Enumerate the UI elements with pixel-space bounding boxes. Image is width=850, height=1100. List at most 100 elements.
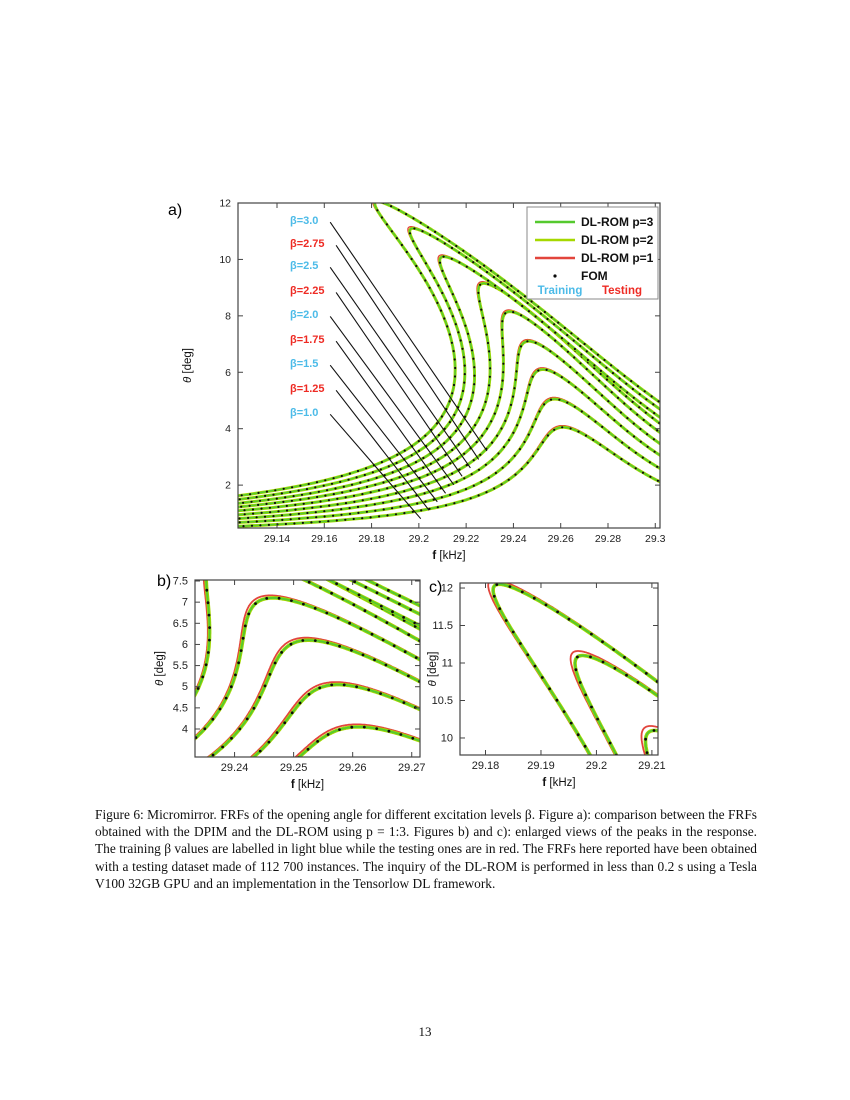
y-axis-label: θ [deg]: [182, 348, 194, 383]
dl-rom-p2-curve-beta-3: [238, 203, 660, 498]
x-tick-label: 29.24: [500, 533, 526, 545]
legend-entry-label: DL-ROM p=2: [581, 233, 654, 247]
dl-rom-p3-curve-beta-2: [238, 310, 660, 512]
legend-entry-label: DL-ROM p=3: [581, 215, 654, 229]
y-axis-label: θ [deg]: [154, 651, 166, 686]
dl-rom-p1-curve-beta-3: [238, 203, 660, 497]
dl-rom-p3-curve-beta-2: [0, 877, 850, 1100]
fom-sample-dots: [243, 340, 660, 516]
fom-sample-dots: [211, 639, 420, 757]
dl-rom-p2-curve-beta-1.25: [238, 397, 660, 525]
x-tick-label: 29.24: [221, 762, 249, 774]
dl-rom-p3-curve-beta-1.25: [238, 398, 660, 524]
beta-annotation-line: [329, 316, 455, 486]
figure-caption: Figure 6: Micromirror. FRFs of the openi…: [95, 807, 757, 891]
dl-rom-p1-curve-beta-2.75: [569, 650, 658, 755]
dl-rom-p2-curve-beta-2: [0, 877, 850, 1100]
x-tick-label: 29.22: [453, 533, 479, 545]
x-tick-label: 29.25: [280, 762, 308, 774]
y-tick-label: 5.5: [173, 660, 188, 672]
fom-sample-dots: [242, 255, 656, 504]
dl-rom-p3-curve-beta-2.5: [238, 255, 660, 505]
fom-sample-dots: [195, 596, 418, 739]
fom-sample-dots: [243, 311, 659, 512]
beta-annotation-line: [329, 364, 438, 503]
y-tick-label: 4.5: [173, 702, 188, 714]
dl-rom-p3-curve-beta-3: [492, 583, 658, 755]
x-tick-label: 29.26: [339, 762, 367, 774]
beta-label-training: β=1.5: [290, 358, 318, 370]
x-tick-label: 29.21: [638, 760, 666, 772]
x-tick-label: 29.14: [264, 533, 290, 545]
dl-rom-p1-curve-beta-2.5: [640, 725, 658, 755]
dl-rom-p3-curve-beta-2.75: [574, 654, 658, 755]
axes-box: [194, 579, 421, 758]
beta-label-training: β=2.0: [290, 309, 318, 321]
beta-annotation-line: [335, 340, 447, 494]
legend-entry-label: DL-ROM p=1: [581, 251, 654, 265]
frf-curves: [238, 203, 660, 528]
beta-annotation-line: [335, 245, 480, 460]
fom-sample-dots: [258, 683, 417, 753]
page-number: 13: [418, 1024, 432, 1039]
y-tick-label: 11.5: [432, 620, 453, 632]
x-tick-label: 29.18: [358, 533, 384, 545]
y-tick-label: 2: [225, 480, 231, 492]
x-tick-label: 29.28: [595, 533, 621, 545]
fom-sample-dots: [238, 227, 660, 501]
legend-testing-label: Testing: [602, 285, 642, 297]
axes-box: [237, 202, 661, 529]
y-tick-label: 12: [219, 198, 231, 210]
x-axis-label: f [kHz]: [291, 779, 324, 791]
dl-rom-p1-curve-beta-1.25: [249, 681, 420, 757]
dl-rom-p2-curve-beta-2: [238, 310, 660, 513]
beta-annotation-line: [329, 413, 422, 520]
beta-annotation-line: [335, 389, 430, 511]
beta-label-training: β=1.0: [290, 407, 318, 419]
beta-annotation-line: [329, 221, 488, 452]
dl-rom-p3-curve-beta-2.25: [238, 282, 660, 508]
fom-sample-dots: [196, 580, 420, 690]
frf-plot-zoom-low-peaks: 29.24 29.25 29.26 29.27 4 4.5 5 5.5 6 6.5 7 7.5 f [k…: [154, 576, 425, 791]
y-tick-label: 6: [225, 367, 231, 379]
fom-sample-dots: [240, 203, 660, 497]
dl-rom-p2-curve-beta-2.5: [238, 255, 660, 505]
y-tick-label: 7.5: [173, 576, 188, 588]
beta-label-testing: β=1.75: [290, 334, 325, 346]
beta-label-testing: β=2.75: [290, 238, 325, 250]
axes-box: [459, 582, 659, 756]
beta-annotation-line: [329, 267, 471, 469]
y-tick-label: 11: [442, 658, 453, 670]
fom-sample-dots: [335, 582, 417, 625]
fom-sample-dots: [297, 725, 415, 757]
dl-rom-p2-curve-beta-2.5: [643, 728, 658, 755]
beta-label-training: β=3.0: [290, 215, 318, 227]
dl-rom-p3-curve-beta-1: [297, 725, 420, 757]
dl-rom-p2-curve-beta-1.5: [0, 1030, 850, 1100]
beta-label-testing: β=2.25: [290, 285, 325, 297]
legend: DL-ROM p=3 DL-ROM p=2 DL-ROM p=1 FOM Trainin…: [526, 206, 659, 300]
fom-sample-dots: [574, 655, 651, 755]
y-tick-label: 12: [441, 583, 453, 595]
panel-label-b: b): [157, 573, 171, 590]
x-tick-label: 29.2: [586, 760, 607, 772]
y-tick-label: 5: [182, 681, 188, 693]
beta-label-training: β=2.5: [290, 260, 318, 272]
fom-sample-dots: [242, 426, 660, 528]
fom-sample-dots: [353, 580, 412, 611]
y-tick-label: 8: [225, 310, 231, 322]
y-axis-label: θ [deg]: [427, 651, 439, 686]
legend-training-label: Training: [538, 285, 583, 297]
frf-plot-zoom-high-peaks: 29.18 29.19 29.2 29.21 10 10.5 11 11.5 12 f [kHz]…: [0, 582, 850, 1100]
x-tick-label: 29.16: [311, 533, 337, 545]
beta-label-testing: β=1.25: [290, 383, 325, 395]
fom-sample-dots: [238, 398, 659, 524]
dl-rom-p1-curve-beta-2.5: [238, 254, 660, 504]
dl-rom-p3-curve-beta-1.5: [0, 1030, 850, 1100]
panel-label-c: c): [429, 579, 442, 596]
legend-swatch-dot: [553, 274, 557, 278]
y-tick-label: 4: [225, 423, 231, 435]
dl-rom-p3-curve-beta-1.75: [238, 340, 660, 516]
y-tick-label: 10: [219, 254, 231, 266]
